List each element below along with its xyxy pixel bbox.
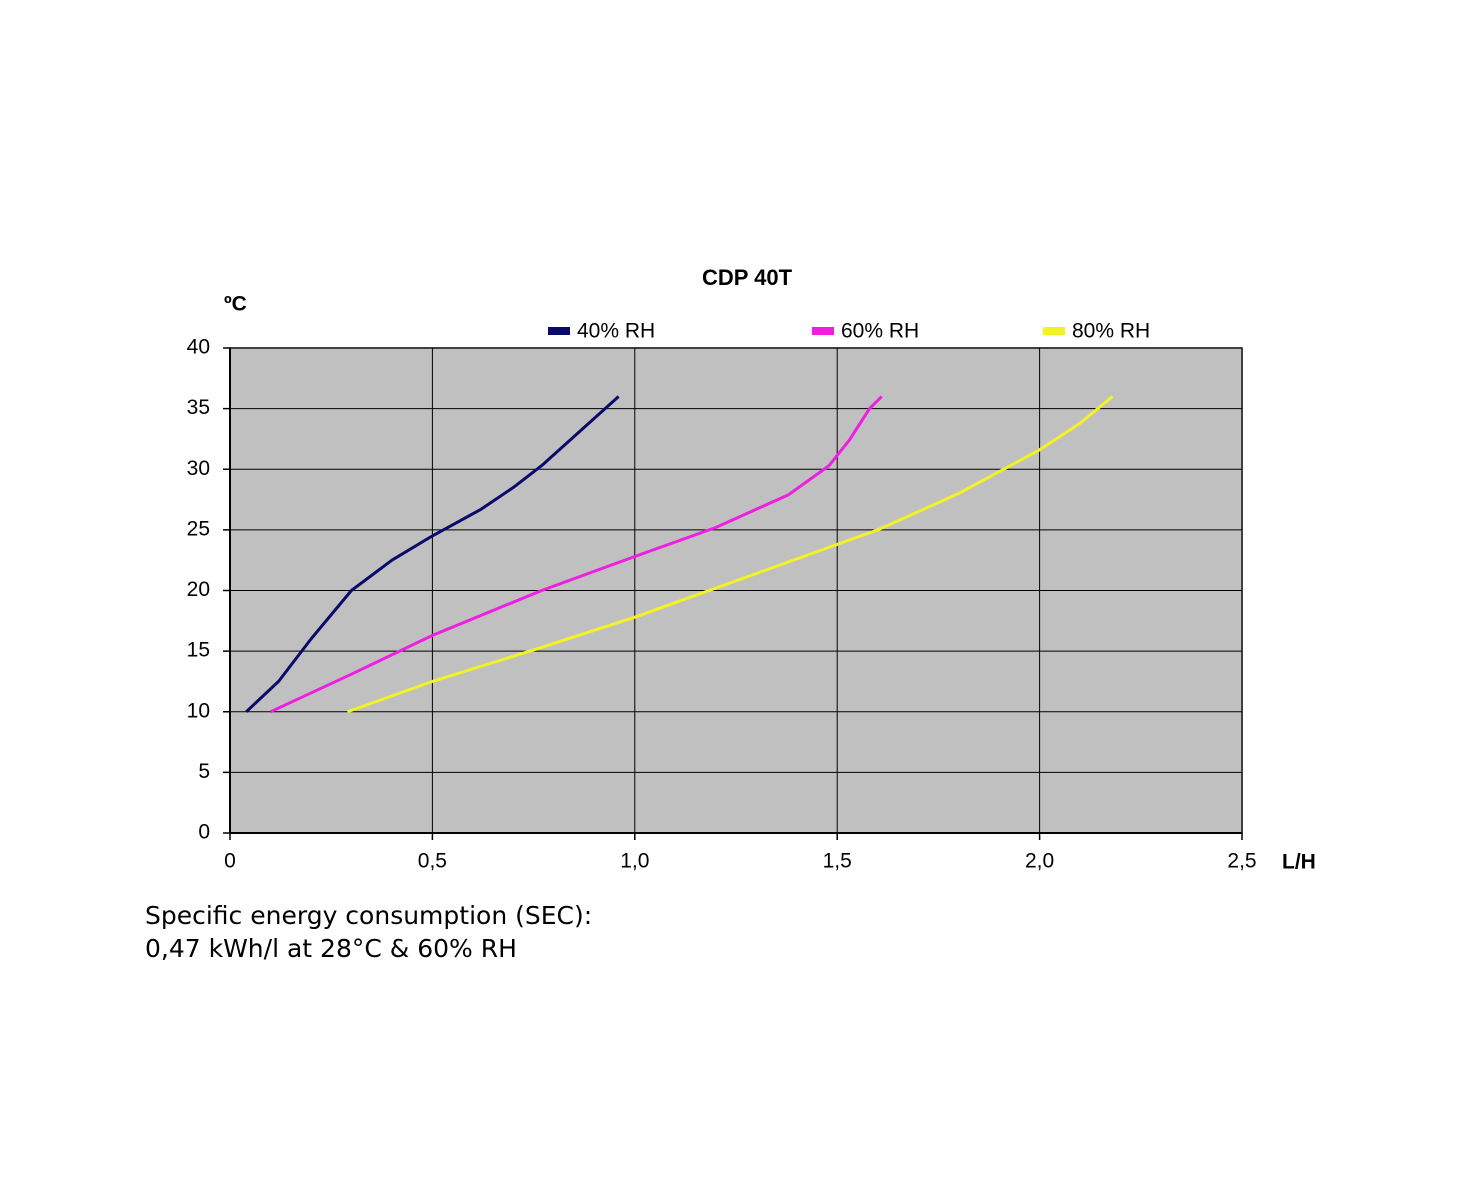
x-axis-label: L/H (1282, 851, 1316, 874)
series-line (245, 395, 620, 713)
legend-swatch (812, 327, 834, 335)
y-axis-label: ºC (224, 293, 247, 316)
y-tick-label: 5 (198, 760, 210, 783)
series-line (346, 395, 1114, 714)
y-tick-label: 0 (198, 821, 210, 844)
y-tick-label: 40 (187, 336, 210, 359)
annotation: 0,47 kWh/l at 28°C & 60% RH (145, 934, 517, 963)
x-tick-label: 2,0 (1025, 850, 1054, 873)
legend-swatch (1043, 327, 1065, 335)
legend-label: 60% RH (841, 320, 919, 343)
x-tick-label: 0,5 (418, 850, 447, 873)
y-tick-label: 35 (187, 396, 210, 419)
x-tick-label: 1,5 (823, 850, 852, 873)
annotation: Specific energy consumption (SEC): (145, 901, 592, 930)
y-tick-label: 10 (187, 699, 210, 722)
y-tick-label: 20 (187, 578, 210, 601)
series-line (269, 395, 883, 714)
legend-swatch (548, 327, 570, 335)
x-tick-label: 1,0 (620, 850, 649, 873)
x-tick-label: 2,5 (1227, 850, 1256, 873)
y-tick-label: 30 (187, 457, 210, 480)
chart-title: CDP 40T (702, 265, 793, 290)
legend-label: 80% RH (1072, 320, 1150, 343)
y-tick-label: 25 (187, 517, 210, 540)
y-tick-label: 15 (187, 639, 210, 662)
legend-label: 40% RH (577, 320, 655, 343)
x-tick-label: 0 (224, 850, 236, 873)
